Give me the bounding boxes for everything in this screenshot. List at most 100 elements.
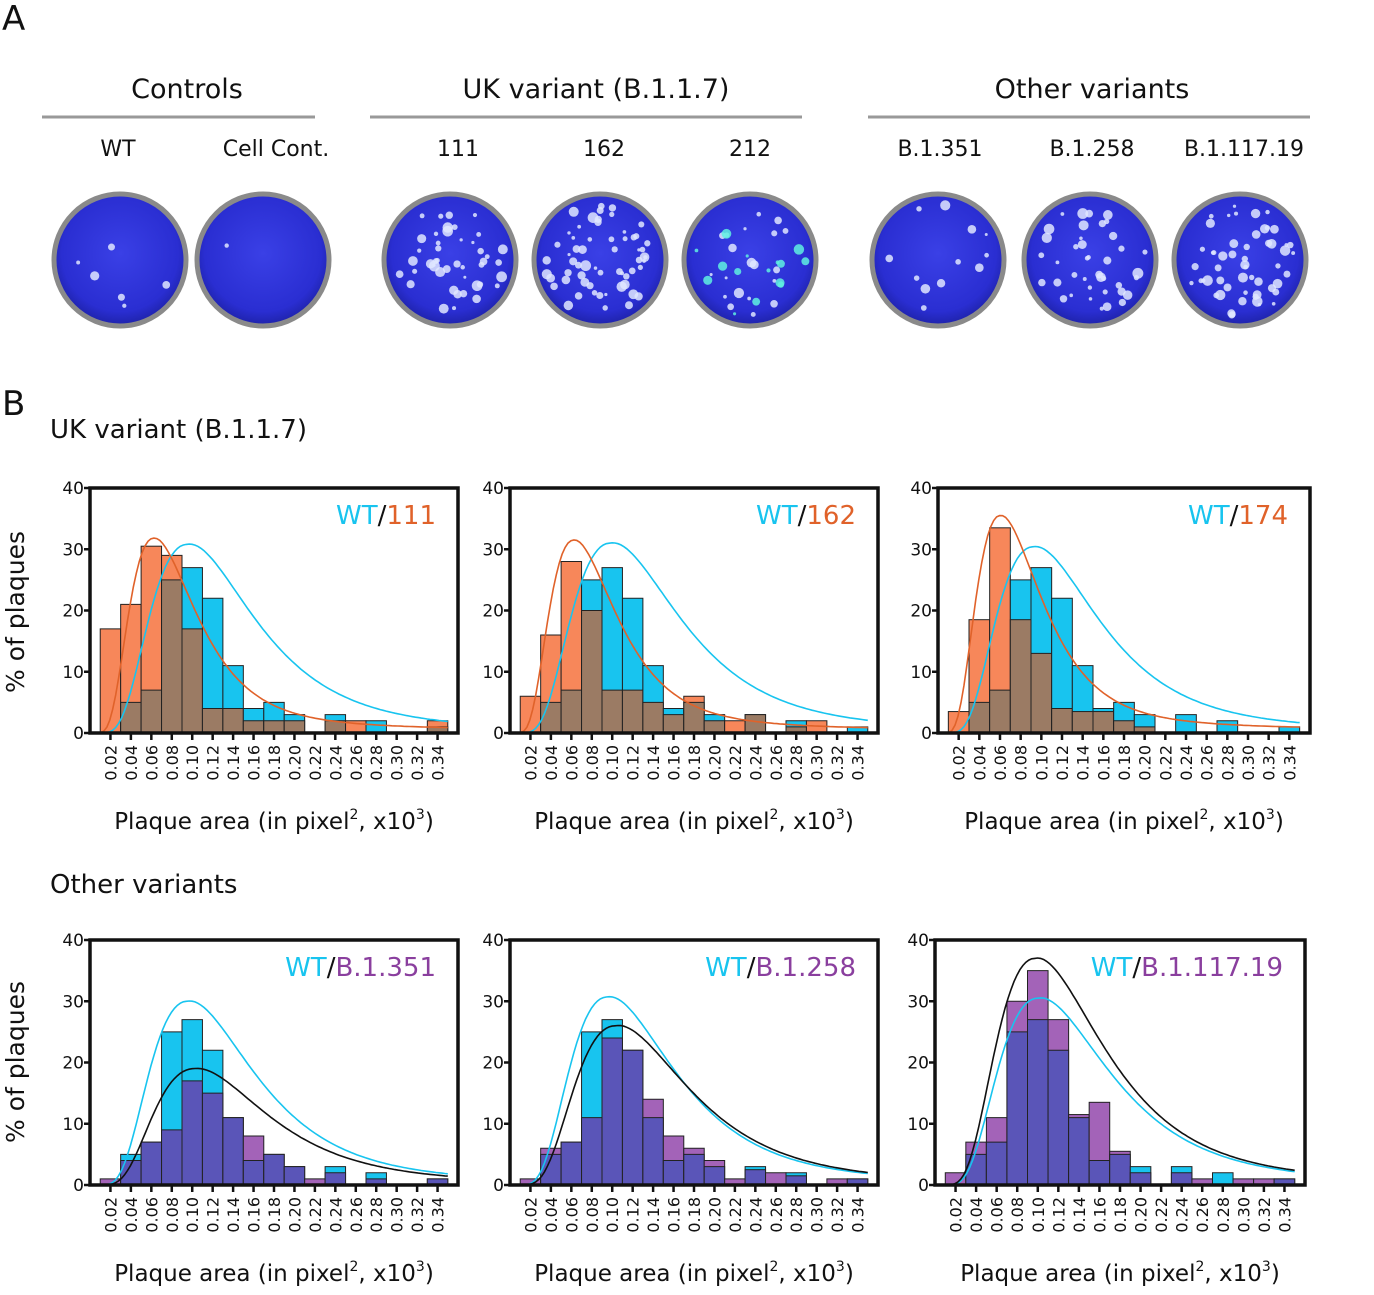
legend-separator: /: [378, 501, 387, 531]
bar-wt: [1212, 1172, 1234, 1186]
bar-overlap: [1027, 1019, 1049, 1186]
plaque-dot: [628, 289, 639, 300]
plaque-dot: [644, 240, 651, 247]
plaque-dot: [561, 275, 571, 285]
legend-separator: /: [327, 953, 336, 983]
plaque-dot: [1102, 289, 1108, 295]
plaque-dot: [417, 234, 427, 244]
plaque-dot: [623, 273, 630, 280]
plaque-dot: [1272, 288, 1280, 296]
plaque-dot: [1122, 290, 1133, 300]
histogram-3: 0.02 0.04 0.06 0.08 0.10 0.12 0.14 0.16 0.18 0.20…: [910, 479, 1312, 835]
plaque-dot: [1078, 220, 1089, 231]
legend-variant: 111: [386, 501, 436, 531]
x-axis-label: Plaque area (in pixel2, x103): [534, 807, 854, 835]
group-title: UK variant (B.1.1.7): [463, 74, 730, 105]
plaque-dot: [1243, 290, 1248, 295]
legend-separator: /: [1132, 953, 1141, 983]
plaque-dot: [770, 299, 778, 308]
plaque-dot: [1038, 278, 1046, 287]
x-tick-label: 0.02: [950, 745, 969, 781]
plaque-dot: [564, 269, 572, 277]
plate-image: [681, 191, 819, 329]
plaque-dot: [1210, 250, 1216, 255]
x-tick-label: 0.10: [1032, 745, 1051, 781]
plaque-dot: [625, 301, 633, 310]
x-tick-label: 0.26: [347, 1197, 366, 1233]
y-tick-label: 20: [482, 1054, 504, 1074]
y-tick-label: 10: [910, 663, 932, 683]
plaque-dot: [616, 281, 627, 292]
plaque-dot: [752, 297, 761, 306]
plaque-dot: [594, 215, 602, 223]
x-tick-label: 0.16: [665, 745, 684, 781]
x-axis-label: Plaque area (in pixel2, x103): [960, 1259, 1280, 1287]
x-tick-label: 0.30: [1234, 1197, 1253, 1233]
x-tick-label: 0.18: [1115, 745, 1134, 781]
plaque-dot: [435, 245, 442, 252]
bar-overlap: [1051, 708, 1073, 734]
plaque-dot: [1228, 311, 1236, 319]
bar-variant: [519, 695, 542, 734]
x-tick-label: 0.22: [726, 745, 745, 781]
plaque-dot: [724, 276, 728, 280]
x-tick-label: 0.28: [787, 745, 806, 781]
plaque-dot: [408, 256, 418, 266]
histogram-2: 0.02 0.04 0.06 0.08 0.10 0.12 0.14 0.16 0.18 0.20…: [482, 479, 880, 835]
plaque-dot: [1079, 236, 1083, 241]
plaque-dot: [1118, 245, 1125, 252]
y-tick-label: 10: [62, 663, 84, 683]
x-tick-label: 0.32: [1255, 1197, 1274, 1233]
plaque-dot: [1077, 208, 1089, 219]
x-tick-label: 0.30: [388, 1197, 407, 1233]
plaque-dot: [406, 280, 415, 289]
plaque-dot: [940, 200, 951, 211]
plaque-dot: [1199, 246, 1206, 252]
plaque-dot: [1232, 204, 1237, 208]
plaque-dot: [1226, 213, 1231, 218]
plaque-dot: [567, 252, 571, 257]
x-tick-label: 0.16: [245, 1197, 264, 1233]
x-tick-label: 0.16: [1090, 1197, 1109, 1233]
plaque-dot: [920, 283, 931, 294]
y-tick-label: 0: [493, 724, 504, 744]
plaque-dot: [602, 305, 608, 311]
x-axis-label: Plaque area (in pixel2, x103): [534, 1259, 854, 1287]
x-tick-label: 0.32: [1260, 745, 1279, 781]
plaque-dot: [1205, 218, 1215, 228]
plaque-dot: [224, 243, 229, 248]
plaque-dot: [1202, 275, 1213, 286]
plaque-dot: [459, 238, 463, 242]
plaque-dot: [1287, 241, 1294, 249]
plaque-dot: [453, 260, 461, 268]
x-tick-label: 0.34: [849, 1197, 868, 1233]
plaque-dot: [1250, 208, 1261, 219]
plaque-dot: [1254, 277, 1263, 286]
plaque-dot: [622, 236, 628, 242]
fit-curve-variant: [518, 1024, 868, 1186]
plaque-dot: [766, 268, 771, 273]
y-tick-label: 30: [482, 992, 504, 1012]
x-tick-label: 0.06: [562, 1197, 581, 1233]
plaque-dot: [445, 211, 453, 219]
bar-overlap: [642, 1117, 664, 1186]
plaque-dot: [717, 261, 728, 271]
x-tick-label: 0.04: [542, 1197, 561, 1233]
group-title: Controls: [131, 74, 243, 105]
fit-curve-wt: [98, 1000, 448, 1186]
sample-label: B.1.258: [1049, 137, 1134, 162]
plaque-dot: [916, 206, 922, 212]
plaque-dot: [1237, 272, 1248, 283]
plaque-dot: [1248, 274, 1255, 281]
plate-image: [1021, 191, 1159, 329]
plaque-dot: [395, 270, 404, 279]
plaque-dot: [608, 204, 617, 212]
plaque-dot: [567, 231, 571, 235]
x-tick-label: 0.08: [163, 745, 182, 781]
y-tick-label: 30: [907, 992, 929, 1012]
x-tick-label: 0.28: [1214, 1197, 1233, 1233]
plaque-dot: [1087, 285, 1093, 290]
plate-image: [194, 191, 332, 329]
y-tick-label: 20: [907, 1054, 929, 1074]
plaque-dot: [442, 222, 453, 233]
